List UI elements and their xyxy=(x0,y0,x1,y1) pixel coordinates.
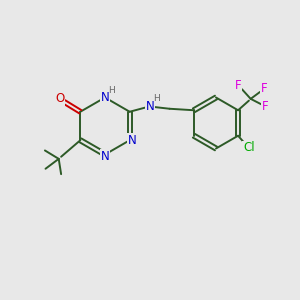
Text: N: N xyxy=(100,149,109,163)
Text: N: N xyxy=(100,91,109,104)
Text: H: H xyxy=(108,86,115,95)
Text: Cl: Cl xyxy=(243,141,255,154)
Text: H: H xyxy=(153,94,160,103)
Text: F: F xyxy=(262,100,269,113)
Text: F: F xyxy=(235,79,241,92)
Text: F: F xyxy=(261,82,268,95)
Text: O: O xyxy=(56,92,65,105)
Text: N: N xyxy=(146,100,154,113)
Text: N: N xyxy=(128,134,136,147)
